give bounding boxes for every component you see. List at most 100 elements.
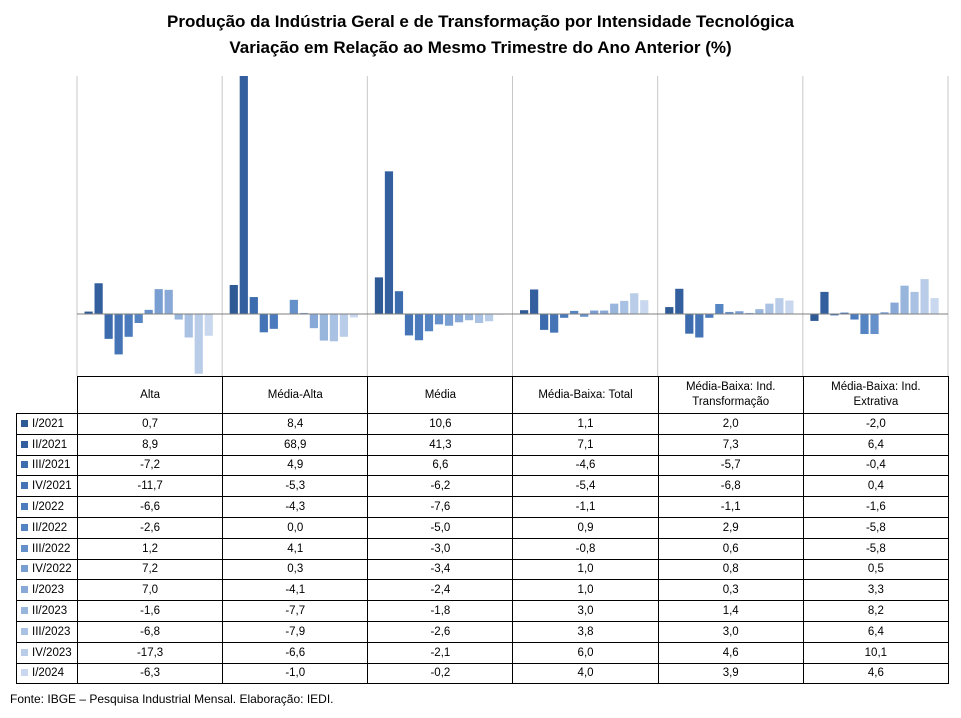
legend-swatch <box>21 503 28 511</box>
legend-swatch <box>21 461 28 469</box>
bar <box>124 314 133 337</box>
legend-entry: III/2021 <box>16 454 78 477</box>
legend-label: III/2022 <box>32 542 71 555</box>
data-label: -6,8 <box>657 475 804 498</box>
data-label: 6,0 <box>512 641 659 664</box>
bar <box>640 300 649 314</box>
table-row: I/2021 0,7 8,4 10,6 1,1 2,0 -2,0 <box>16 413 949 435</box>
data-label: 4,9 <box>222 454 369 477</box>
bar <box>630 293 639 314</box>
bar <box>444 314 454 326</box>
data-label: 1,2 <box>76 537 224 560</box>
data-label: 4,0 <box>512 662 659 685</box>
bar <box>404 314 414 336</box>
bar <box>164 289 173 314</box>
data-label: 3,9 <box>657 662 804 685</box>
data-label: 0,5 <box>802 558 949 581</box>
data-label: -1,0 <box>222 662 369 685</box>
data-label: 6,4 <box>802 620 949 643</box>
bar <box>84 311 93 314</box>
legend-entry: I/2024 <box>16 662 78 685</box>
bar <box>424 314 434 332</box>
bar <box>775 298 784 314</box>
data-label: 0,0 <box>222 516 369 539</box>
bar-chart <box>76 76 949 376</box>
data-label: 6,6 <box>367 454 514 477</box>
bar <box>840 312 849 314</box>
bar <box>765 303 774 314</box>
table-row: IV/2022 7,2 0,3 -3,4 1,0 0,8 0,5 <box>16 558 949 581</box>
data-label: 2,0 <box>657 413 804 435</box>
chart-title: Produção da Indústria Geral e de Transfo… <box>167 12 794 31</box>
data-label: 1,4 <box>657 600 804 622</box>
bar <box>860 314 869 335</box>
table-row: I/2024 -6,3 -1,0 -0,2 4,0 3,9 4,6 <box>16 662 949 685</box>
data-label: 4,6 <box>802 662 949 685</box>
legend-label: I/2023 <box>32 584 64 597</box>
bar <box>434 314 444 325</box>
table-row: IV/2023 -17,3 -6,6 -2,1 6,0 4,6 10,1 <box>16 641 949 664</box>
table-row: III/2022 1,2 4,1 -3,0 -0,8 0,6 -5,8 <box>16 537 949 560</box>
data-label: 3,0 <box>657 620 804 643</box>
table-row: II/2023 -1,6 -7,7 -1,8 3,0 1,4 8,2 <box>16 600 949 622</box>
data-label: 0,7 <box>76 413 224 435</box>
table-row: III/2023 -6,8 -7,9 -2,6 3,8 3,0 6,4 <box>16 620 949 643</box>
bar <box>154 289 163 314</box>
bar <box>530 289 539 314</box>
legend-swatch <box>21 627 28 635</box>
data-label: -2,1 <box>367 641 514 664</box>
bar <box>239 76 248 314</box>
bar <box>600 310 609 314</box>
legend-swatch <box>21 523 28 531</box>
bar <box>910 291 919 314</box>
bar <box>695 314 704 338</box>
category-label: Média-Baixa: Ind. Transformação <box>657 376 804 414</box>
data-label: -4,3 <box>222 496 369 518</box>
bar <box>610 303 619 314</box>
bar <box>309 314 318 329</box>
bar <box>745 312 754 314</box>
bar <box>705 314 714 318</box>
bar <box>725 311 734 314</box>
bar <box>484 314 494 322</box>
bar <box>830 314 839 316</box>
data-table: Alta Média-Alta Média Média-Baixa: Total Méd… <box>16 376 949 685</box>
legend-swatch <box>21 440 28 448</box>
bar <box>560 314 569 318</box>
bar <box>329 314 338 342</box>
bar <box>580 314 589 317</box>
data-label: -0,8 <box>512 537 659 560</box>
legend-label: III/2023 <box>32 625 71 638</box>
bar <box>665 307 674 314</box>
data-label: 0,3 <box>222 558 369 581</box>
data-label: -2,4 <box>367 579 514 602</box>
data-label: -1,6 <box>802 496 949 518</box>
data-label: 0,6 <box>657 537 804 560</box>
data-label: 41,3 <box>367 433 514 456</box>
bar <box>349 314 359 318</box>
data-label: -6,8 <box>76 620 224 643</box>
bar <box>890 302 899 314</box>
bar <box>464 314 474 321</box>
data-label: 1,0 <box>512 558 659 581</box>
bar <box>269 314 278 329</box>
bar <box>319 314 328 341</box>
bar <box>590 310 599 314</box>
bar <box>374 277 384 314</box>
data-label: -6,6 <box>76 496 224 518</box>
bar <box>930 298 939 314</box>
data-label: 6,4 <box>802 433 949 456</box>
legend-swatch <box>21 419 28 427</box>
bar <box>144 309 153 314</box>
legend-label: I/2021 <box>32 417 64 430</box>
table-row: I/2022 -6,6 -4,3 -7,6 -1,1 -1,1 -1,6 <box>16 496 949 518</box>
bar <box>920 279 929 314</box>
table-row: III/2021 -7,2 4,9 6,6 -4,6 -5,7 -0,4 <box>16 454 949 477</box>
data-label: -4,6 <box>512 454 659 477</box>
legend-label: I/2024 <box>32 667 64 680</box>
legend-swatch <box>21 669 28 677</box>
data-label: 0,8 <box>657 558 804 581</box>
data-label: -5,8 <box>802 537 949 560</box>
bar <box>685 314 694 334</box>
legend-entry: I/2023 <box>16 579 78 602</box>
